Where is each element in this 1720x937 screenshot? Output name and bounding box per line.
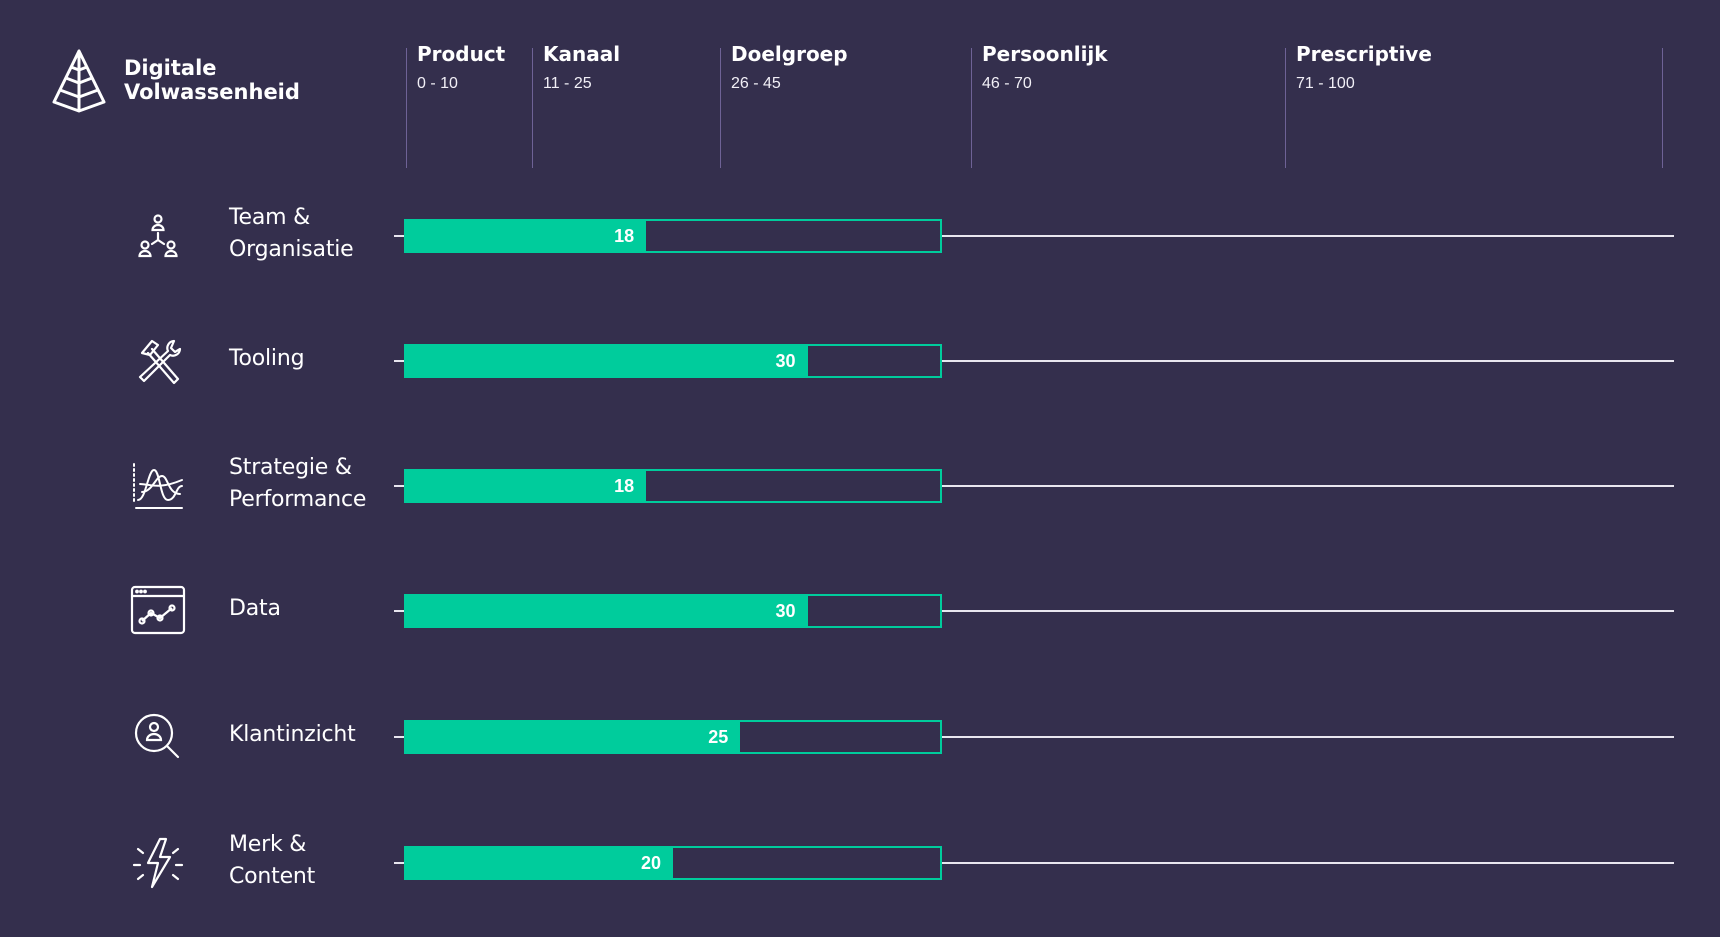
value-bar: 30 <box>404 344 808 378</box>
team-organization-icon <box>138 214 178 258</box>
stage-name: Doelgroep <box>731 42 848 66</box>
bar-value-label: 20 <box>640 853 661 873</box>
brand-lightning-icon <box>132 837 184 889</box>
value-bar: 20 <box>404 846 673 880</box>
axis-tick <box>394 485 404 487</box>
data-chart-icon <box>130 585 186 635</box>
category-label: Data <box>229 593 281 625</box>
bar-track <box>942 235 1674 237</box>
page-title-line1: Digitale <box>124 56 217 80</box>
bar-value-label: 30 <box>775 351 796 371</box>
bar-value-label: 18 <box>614 476 635 496</box>
stage-range: 71 - 100 <box>1296 75 1355 92</box>
bar-value-label: 25 <box>708 727 729 747</box>
category-label: Merk & Content <box>229 829 315 893</box>
category-label: Strategie & Performance <box>229 452 366 516</box>
category-label-line: Performance <box>229 487 367 512</box>
category-label-line: Strategie & <box>229 455 352 480</box>
category-label-line: Organisatie <box>229 237 354 262</box>
value-bar: 18 <box>404 469 647 503</box>
page-title: Digitale Volwassenheid <box>124 56 300 104</box>
category-label-line: Content <box>229 864 316 889</box>
bar-value-label: 18 <box>614 226 635 246</box>
bar-track <box>942 360 1674 362</box>
axis-tick <box>394 235 404 237</box>
bar-track <box>942 485 1674 487</box>
value-bar: 18 <box>404 219 647 253</box>
value-bar: 25 <box>404 720 741 754</box>
customer-search-icon <box>134 713 180 759</box>
stage-range: 11 - 25 <box>543 75 592 92</box>
value-bar: 30 <box>404 594 808 628</box>
stage-range: 0 - 10 <box>417 75 458 92</box>
category-label-line: Klantinzicht <box>229 722 356 747</box>
axis-tick <box>394 610 404 612</box>
stage-divider <box>1662 48 1663 168</box>
strategy-curve-icon <box>133 463 183 509</box>
bar-track <box>942 862 1674 864</box>
tools-icon <box>138 339 182 385</box>
category-label: Klantinzicht <box>229 719 356 751</box>
stage-divider <box>532 48 533 168</box>
stage-name: Prescriptive <box>1296 42 1432 66</box>
category-label: Team & Organisatie <box>229 202 354 266</box>
stage-divider <box>406 48 407 168</box>
bar-track <box>942 610 1674 612</box>
bar-value-label: 30 <box>775 601 796 621</box>
axis-tick <box>394 862 404 864</box>
stage-divider <box>720 48 721 168</box>
page-title-line2: Volwassenheid <box>124 80 300 104</box>
pyramid-icon <box>52 49 106 113</box>
axis-tick <box>394 360 404 362</box>
stage-divider <box>971 48 972 168</box>
stage-divider <box>1285 48 1286 168</box>
category-label-line: Data <box>229 596 281 621</box>
bar-track <box>942 736 1674 738</box>
stage-range: 46 - 70 <box>982 75 1032 92</box>
axis-tick <box>394 736 404 738</box>
stage-range: 26 - 45 <box>731 75 781 92</box>
category-label: Tooling <box>229 343 305 375</box>
stage-name: Persoonlijk <box>982 42 1108 66</box>
category-label-line: Merk & <box>229 832 307 857</box>
stage-name: Product <box>417 42 506 66</box>
stage-name: Kanaal <box>543 42 621 66</box>
category-label-line: Team & <box>229 205 311 230</box>
category-label-line: Tooling <box>229 346 305 371</box>
